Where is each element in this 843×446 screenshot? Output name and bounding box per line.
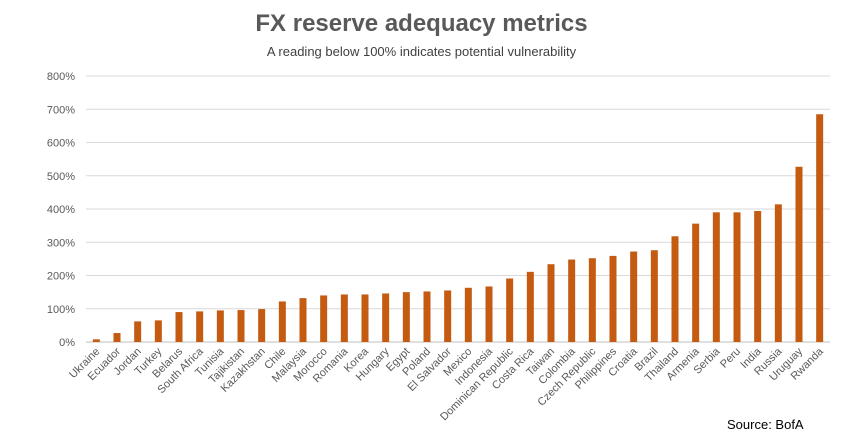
y-tick-label: 200% (47, 271, 75, 283)
bar-ecuador (113, 333, 121, 342)
y-axis-ticks: 0% 100% 200% 300% 400% 500% 600% 700% 800% (47, 71, 75, 349)
y-tick-label: 400% (47, 204, 75, 216)
x-tick-label: Peru (718, 346, 743, 371)
bar-tunisia (216, 310, 224, 342)
bar-belarus (175, 312, 183, 342)
bar-taiwan (547, 264, 555, 342)
bar-armenia (692, 223, 700, 342)
y-tick-label: 300% (47, 237, 75, 249)
bar-rwanda (816, 114, 824, 342)
bar-thailand (671, 236, 679, 342)
y-tick-label: 800% (47, 71, 75, 83)
y-tick-label: 100% (47, 304, 75, 316)
bar-kazakhstan (258, 309, 266, 342)
bar-india (754, 210, 762, 342)
y-tick-label: 700% (47, 104, 75, 116)
bar-poland (423, 291, 431, 342)
bar-costa-rica (526, 271, 534, 342)
bar-jordan (134, 321, 142, 342)
y-tick-label: 500% (47, 171, 75, 183)
bar-serbia (712, 212, 720, 342)
bar-morocco (320, 295, 328, 342)
y-tick-label: 600% (47, 138, 75, 150)
bar-colombia (568, 259, 576, 342)
bar-turkey (154, 320, 162, 342)
bar-egypt (402, 292, 410, 342)
bar-philippines (609, 255, 617, 342)
bar-korea (361, 294, 369, 342)
chart-title: FX reserve adequacy metrics (255, 10, 588, 37)
bar-russia (774, 204, 782, 342)
chart-subtitle: A reading below 100% indicates potential… (266, 44, 577, 59)
bar-peru (733, 212, 741, 342)
bar-dominican-republic (506, 278, 514, 342)
bar-hungary (382, 293, 390, 342)
bar-tajikistan (237, 310, 245, 342)
gridlines (86, 75, 830, 343)
bar-brazil (650, 250, 658, 342)
bar-czech-republic (588, 258, 596, 342)
bar-el-salvador (444, 290, 452, 342)
bar-indonesia (485, 286, 493, 342)
bar-mexico (464, 287, 472, 342)
bar-ukraine (92, 339, 100, 342)
bar-uruguay (795, 166, 803, 342)
bars (92, 114, 824, 342)
bar-croatia (630, 251, 638, 342)
bar-malaysia (299, 298, 307, 342)
y-tick-label: 0% (59, 337, 75, 349)
bar-romania (340, 294, 348, 342)
bar-chile (278, 301, 286, 342)
source-note: Source: BofA (727, 417, 804, 432)
bar-south-africa (196, 311, 204, 342)
